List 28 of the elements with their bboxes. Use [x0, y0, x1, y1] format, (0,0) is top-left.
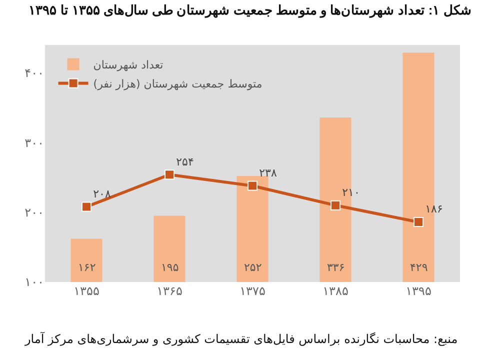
x-tick-label: ۱۳۹۵ — [406, 284, 432, 298]
point — [330, 200, 340, 210]
y-tick-label: ۴۰۰ — [24, 66, 44, 80]
x-tick-label: ۱۳۶۵ — [156, 284, 182, 298]
x-tick-label: ۱۳۵۵ — [74, 284, 100, 298]
data-label: ۳۳۶ — [327, 261, 345, 274]
point — [248, 180, 258, 191]
y-tick-label: ۳۰۰ — [24, 136, 44, 150]
point — [82, 202, 92, 212]
x-tick-label: ۱۳۸۵ — [322, 284, 348, 298]
data-label: ۲۰۸ — [93, 187, 111, 200]
data-label: ۲۱۰ — [342, 186, 360, 199]
legend-label: تعداد شهرستان — [93, 58, 164, 72]
chart-title: شکل ۱: تعداد شهرستان‌ها و متوسط جمعیت شهرستان طی سال‌های ۱۳۵۵ تا ۱۳۹۵ — [28, 2, 472, 18]
data-label: ۴۲۹ — [410, 261, 428, 274]
data-label: ۲۳۸ — [259, 166, 277, 180]
data-label: ۱۶۲ — [78, 261, 96, 274]
point — [414, 217, 424, 228]
data-label: ۲۵۴ — [176, 155, 194, 168]
data-label: ۲۵۲ — [244, 261, 262, 274]
x-tick-label: ۱۳۷۵ — [240, 284, 266, 298]
y-tick-label: ۱۰۰ — [24, 275, 44, 290]
data-label: ۱۹۵ — [161, 261, 179, 274]
text: منبع: محاسبات نگارنده براساس فایل‌های تقسیمات کشوری و سرشماری‌های مرکز آمار — [24, 331, 458, 346]
y-tick-label: ۲۰۰ — [24, 205, 44, 220]
point — [164, 170, 174, 180]
legend-label: متوسط جمعیت شهرستان (هزار نفر) — [93, 78, 262, 91]
data-label: ۱۸۶ — [425, 202, 443, 216]
